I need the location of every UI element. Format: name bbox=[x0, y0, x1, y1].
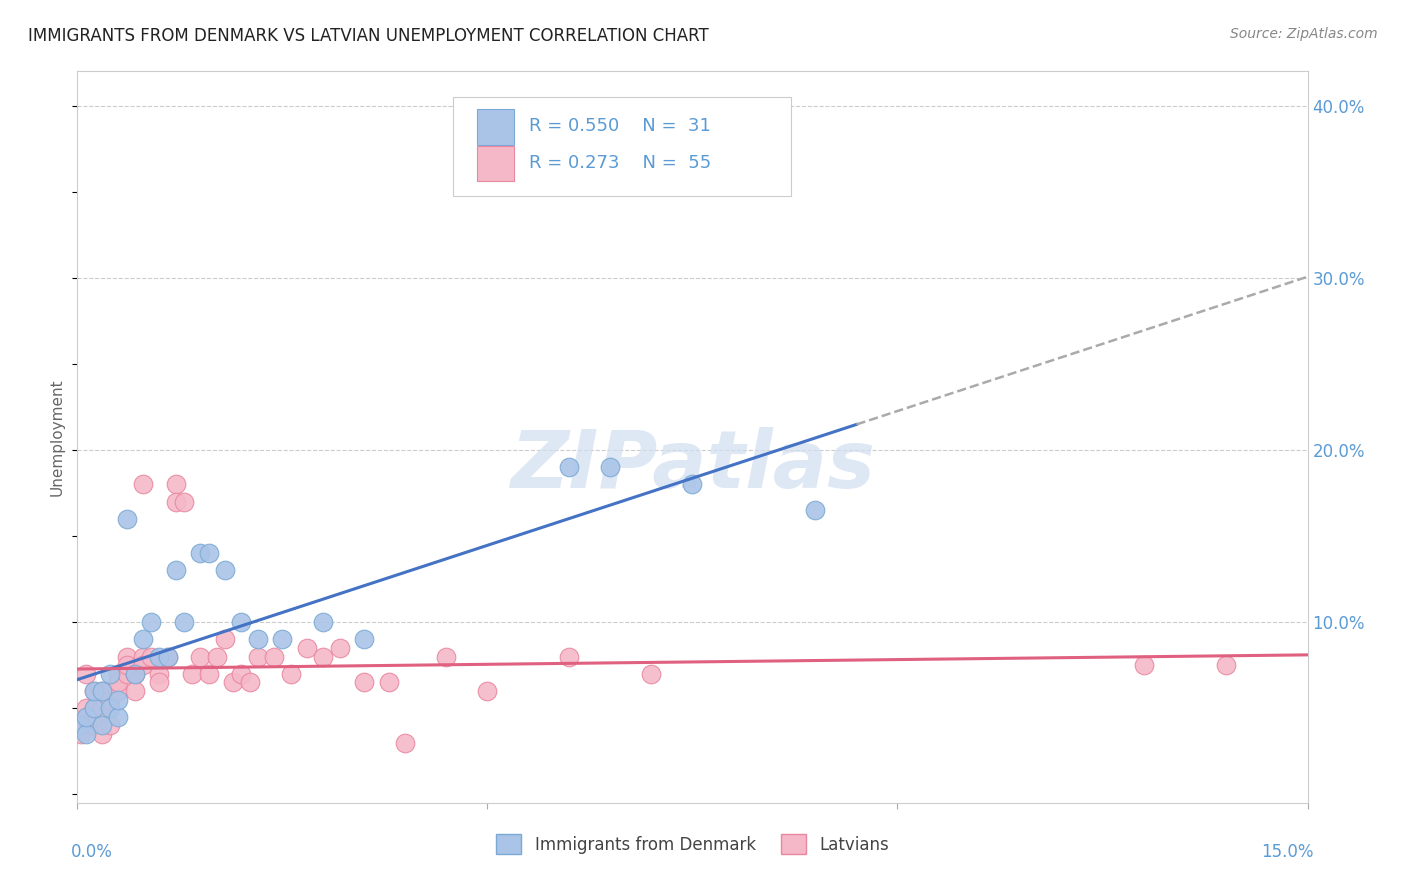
Point bbox=[165, 494, 187, 508]
Point bbox=[156, 649, 179, 664]
Point bbox=[90, 727, 114, 741]
Point bbox=[599, 460, 621, 475]
Point bbox=[75, 701, 97, 715]
Point bbox=[188, 649, 212, 664]
Point bbox=[246, 632, 269, 647]
Point bbox=[124, 684, 146, 698]
Legend: Immigrants from Denmark, Latvians: Immigrants from Denmark, Latvians bbox=[489, 828, 896, 860]
Point bbox=[165, 564, 187, 578]
Point bbox=[173, 615, 195, 629]
Point bbox=[98, 666, 121, 681]
Point bbox=[271, 632, 294, 647]
FancyBboxPatch shape bbox=[477, 146, 515, 181]
Point bbox=[75, 666, 97, 681]
Point bbox=[295, 640, 318, 655]
Point bbox=[90, 684, 114, 698]
Text: IMMIGRANTS FROM DENMARK VS LATVIAN UNEMPLOYMENT CORRELATION CHART: IMMIGRANTS FROM DENMARK VS LATVIAN UNEMP… bbox=[28, 27, 709, 45]
Point bbox=[394, 735, 416, 749]
Point bbox=[378, 675, 401, 690]
FancyBboxPatch shape bbox=[477, 110, 515, 145]
Point bbox=[107, 710, 129, 724]
Point bbox=[148, 675, 170, 690]
Point bbox=[156, 649, 179, 664]
FancyBboxPatch shape bbox=[453, 97, 792, 195]
Point bbox=[1132, 658, 1154, 673]
Point bbox=[1215, 658, 1237, 673]
Text: 15.0%: 15.0% bbox=[1261, 843, 1313, 861]
Point bbox=[107, 666, 129, 681]
Point bbox=[197, 546, 219, 560]
Point bbox=[132, 658, 155, 673]
Point bbox=[124, 666, 146, 681]
Point bbox=[98, 684, 121, 698]
Point bbox=[239, 675, 262, 690]
Point bbox=[141, 615, 163, 629]
Text: 0.0%: 0.0% bbox=[72, 843, 112, 861]
Point bbox=[132, 632, 155, 647]
Point bbox=[98, 718, 121, 732]
Text: R = 0.550    N =  31: R = 0.550 N = 31 bbox=[529, 117, 710, 136]
Point bbox=[181, 666, 204, 681]
Point bbox=[558, 649, 581, 664]
Point bbox=[477, 684, 499, 698]
Text: ZIPatlas: ZIPatlas bbox=[510, 427, 875, 506]
Point bbox=[682, 477, 704, 491]
Point bbox=[90, 701, 114, 715]
Point bbox=[558, 460, 581, 475]
Point bbox=[353, 632, 375, 647]
Point bbox=[222, 675, 245, 690]
Point bbox=[263, 649, 285, 664]
Point bbox=[124, 666, 146, 681]
Point bbox=[312, 615, 335, 629]
Point bbox=[436, 649, 458, 664]
Point bbox=[188, 546, 212, 560]
Point bbox=[107, 684, 129, 698]
Text: Source: ZipAtlas.com: Source: ZipAtlas.com bbox=[1230, 27, 1378, 41]
Point bbox=[165, 477, 187, 491]
Point bbox=[280, 666, 302, 681]
Point bbox=[115, 649, 138, 664]
Point bbox=[107, 692, 129, 706]
Point bbox=[329, 640, 352, 655]
Point bbox=[98, 692, 121, 706]
Point bbox=[115, 666, 138, 681]
Point bbox=[115, 658, 138, 673]
Point bbox=[148, 649, 170, 664]
Text: R = 0.273    N =  55: R = 0.273 N = 55 bbox=[529, 153, 711, 172]
Point bbox=[246, 649, 269, 664]
Point bbox=[70, 718, 93, 732]
Point bbox=[83, 718, 105, 732]
Point bbox=[132, 477, 155, 491]
Point bbox=[804, 503, 827, 517]
Point bbox=[98, 701, 121, 715]
Point bbox=[83, 684, 105, 698]
Point bbox=[83, 701, 105, 715]
Point bbox=[70, 727, 93, 741]
Point bbox=[640, 666, 662, 681]
Y-axis label: Unemployment: Unemployment bbox=[49, 378, 65, 496]
Point bbox=[75, 727, 97, 741]
Point bbox=[90, 718, 114, 732]
Point bbox=[231, 615, 253, 629]
Point bbox=[214, 632, 236, 647]
Point bbox=[141, 649, 163, 664]
Point bbox=[231, 666, 253, 681]
Point bbox=[115, 512, 138, 526]
Point bbox=[90, 684, 114, 698]
Point bbox=[75, 710, 97, 724]
Point bbox=[353, 675, 375, 690]
Point bbox=[132, 649, 155, 664]
Point bbox=[75, 710, 97, 724]
Point bbox=[69, 718, 91, 732]
Point bbox=[107, 675, 129, 690]
Point bbox=[173, 494, 195, 508]
Point bbox=[205, 649, 228, 664]
Point bbox=[148, 666, 170, 681]
Point bbox=[83, 684, 105, 698]
Point bbox=[214, 564, 236, 578]
Point bbox=[312, 649, 335, 664]
Point bbox=[197, 666, 219, 681]
Point bbox=[83, 701, 105, 715]
